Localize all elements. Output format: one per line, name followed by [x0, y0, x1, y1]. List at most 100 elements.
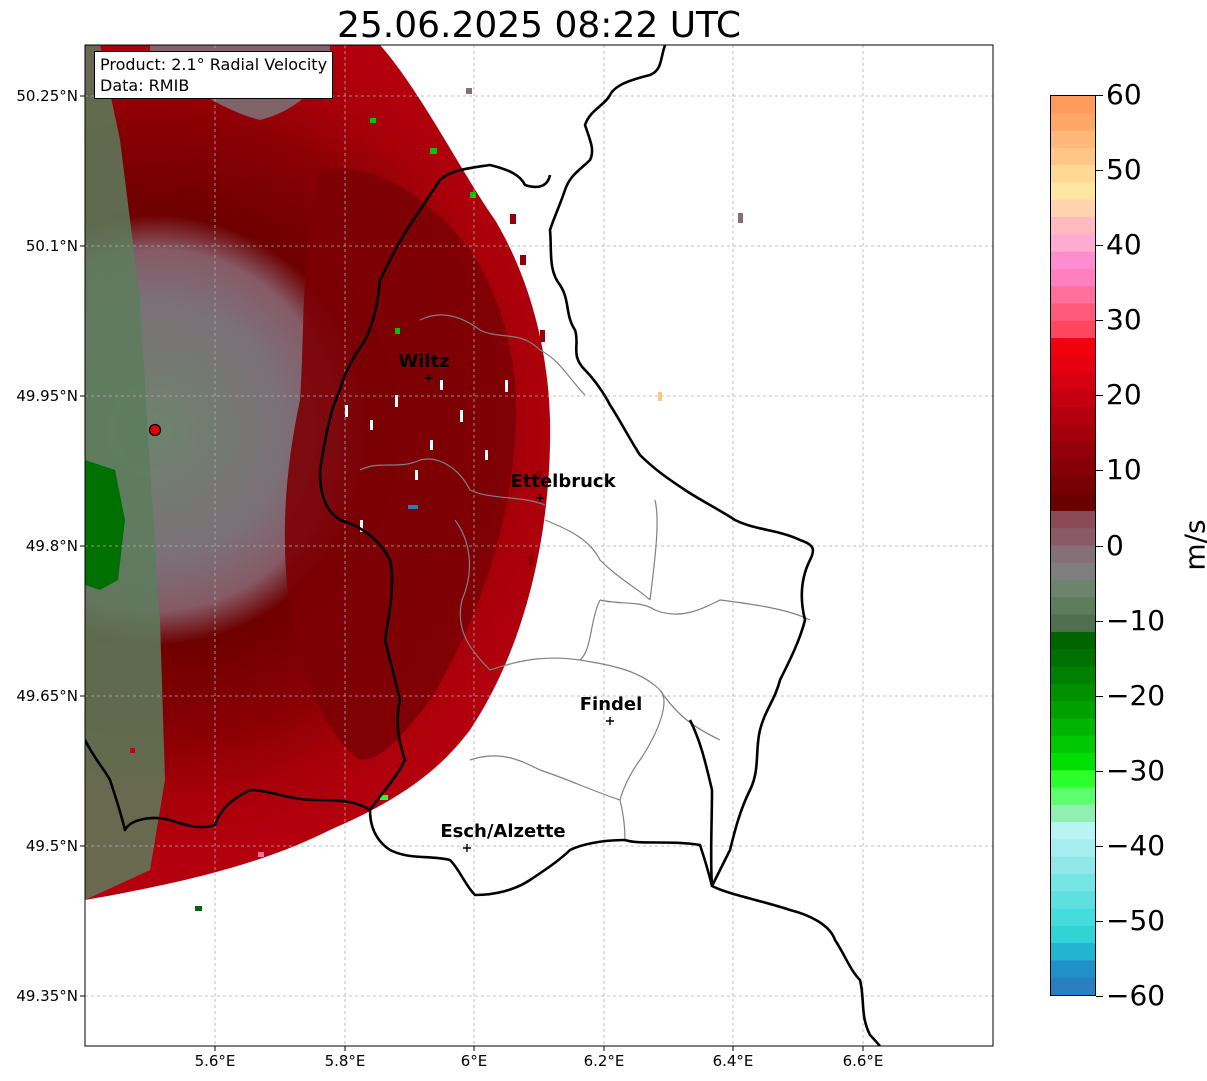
- lon-label: 5.8°E: [324, 1052, 366, 1070]
- colorbar-band: [1051, 701, 1095, 719]
- colorbar-band: [1051, 856, 1095, 875]
- colorbar-tick-label: 30: [1106, 303, 1142, 336]
- colorbar-band: [1051, 873, 1095, 892]
- colorbar-band: [1051, 338, 1095, 356]
- colorbar-band: [1051, 666, 1095, 685]
- colorbar-tick-label: 60: [1106, 78, 1142, 111]
- colorbar-tick: [1096, 395, 1103, 396]
- radar-site-marker: [148, 423, 162, 437]
- lat-label: 49.65°N: [16, 687, 78, 705]
- lon-label: 6.2°E: [583, 1052, 625, 1070]
- colorbar-tick: [1096, 470, 1103, 471]
- colorbar-band: [1051, 441, 1095, 460]
- city-label-findel: Findel: [579, 694, 643, 715]
- colorbar-band: [1051, 303, 1095, 322]
- lon-label: 6.4°E: [712, 1052, 754, 1070]
- colorbar-band: [1051, 528, 1095, 547]
- colorbar-band: [1051, 839, 1095, 858]
- colorbar-tick: [1096, 696, 1103, 697]
- colorbar-band: [1051, 580, 1095, 598]
- colorbar-band: [1051, 908, 1095, 927]
- colorbar-band: [1051, 562, 1095, 581]
- city-markers: [425, 374, 614, 852]
- colorbar-band: [1051, 182, 1095, 201]
- colorbar-band: [1051, 459, 1095, 477]
- colorbar-band: [1051, 752, 1095, 771]
- colorbar-tick-label: −40: [1106, 829, 1166, 862]
- colorbar-tick-label: 0: [1106, 529, 1124, 562]
- colorbar-unit: m/s: [1178, 519, 1207, 571]
- colorbar-band: [1051, 683, 1095, 702]
- colorbar-band: [1051, 372, 1095, 391]
- colorbar-band: [1051, 649, 1095, 668]
- colorbar-band: [1051, 977, 1095, 995]
- echo-green-sector: [85, 45, 165, 900]
- colorbar-tick: [1096, 170, 1103, 171]
- colorbar-tick: [1096, 771, 1103, 772]
- info-box: Product: 2.1° Radial Velocity Data: RMIB: [94, 51, 334, 99]
- colorbar-tick-label: −20: [1106, 679, 1166, 712]
- colorbar-band: [1051, 355, 1095, 374]
- colorbar-band: [1051, 234, 1095, 253]
- axis-ticks: [80, 95, 864, 1051]
- colorbar-tick: [1096, 996, 1103, 997]
- data-source-label: Data: RMIB: [100, 76, 190, 95]
- colorbar-tick: [1096, 846, 1103, 847]
- district-borders: [359, 314, 811, 841]
- lat-label: 50.25°N: [16, 87, 78, 105]
- lon-label: 5.6°E: [194, 1052, 236, 1070]
- city-label-ettelbruck: Ettelbruck: [510, 471, 616, 492]
- colorbar-tick-label: −60: [1106, 979, 1166, 1012]
- echo-speckles: [130, 88, 743, 911]
- echo-dark-green-patch: [85, 460, 125, 590]
- colorbar-band: [1051, 770, 1095, 789]
- lat-label: 49.95°N: [16, 387, 78, 405]
- colorbar-tick-label: 50: [1106, 153, 1142, 186]
- colorbar-tick-label: 10: [1106, 453, 1142, 486]
- colorbar-band: [1051, 597, 1095, 616]
- colorbar-band: [1051, 943, 1095, 962]
- colorbar: [1050, 95, 1096, 996]
- lat-label: 49.5°N: [25, 837, 78, 855]
- colorbar-band: [1051, 960, 1095, 979]
- colorbar-band: [1051, 268, 1095, 287]
- colorbar-band: [1051, 217, 1095, 235]
- colorbar-band: [1051, 804, 1095, 823]
- colorbar-band: [1051, 199, 1095, 218]
- colorbar-band: [1051, 424, 1095, 443]
- colorbar-band: [1051, 614, 1095, 633]
- product-label: Product: 2.1° Radial Velocity: [100, 55, 328, 74]
- colorbar-tick-label: −50: [1106, 904, 1166, 937]
- lat-label: 50.1°N: [25, 237, 78, 255]
- colorbar-band: [1051, 925, 1095, 944]
- colorbar-band: [1051, 113, 1095, 132]
- colorbar-band: [1051, 165, 1095, 184]
- city-label-wiltz: Wiltz: [398, 351, 450, 372]
- colorbar-tick-label: −30: [1106, 754, 1166, 787]
- colorbar-tick-label: −10: [1106, 604, 1166, 637]
- colorbar-band: [1051, 735, 1095, 754]
- map-title: 25.06.2025 08:22 UTC: [336, 5, 742, 46]
- colorbar-band: [1051, 407, 1095, 426]
- colorbar-tick: [1096, 95, 1103, 96]
- colorbar-band: [1051, 286, 1095, 305]
- colorbar-band: [1051, 389, 1095, 408]
- gridlines: [85, 45, 993, 1046]
- colorbar-band: [1051, 822, 1095, 841]
- colorbar-band: [1051, 251, 1095, 270]
- colorbar-band: [1051, 631, 1095, 650]
- colorbar-band: [1051, 320, 1095, 339]
- colorbar-band: [1051, 493, 1095, 512]
- colorbar-band: [1051, 787, 1095, 806]
- colorbar-band: [1051, 130, 1095, 149]
- colorbar-band: [1051, 96, 1095, 114]
- colorbar-tick: [1096, 320, 1103, 321]
- lat-label: 49.35°N: [16, 987, 78, 1005]
- lat-label: 49.8°N: [25, 537, 78, 555]
- colorbar-band: [1051, 510, 1095, 529]
- colorbar-band: [1051, 476, 1095, 495]
- lon-label: 6.6°E: [842, 1052, 884, 1070]
- colorbar-tick: [1096, 245, 1103, 246]
- colorbar-band: [1051, 147, 1095, 166]
